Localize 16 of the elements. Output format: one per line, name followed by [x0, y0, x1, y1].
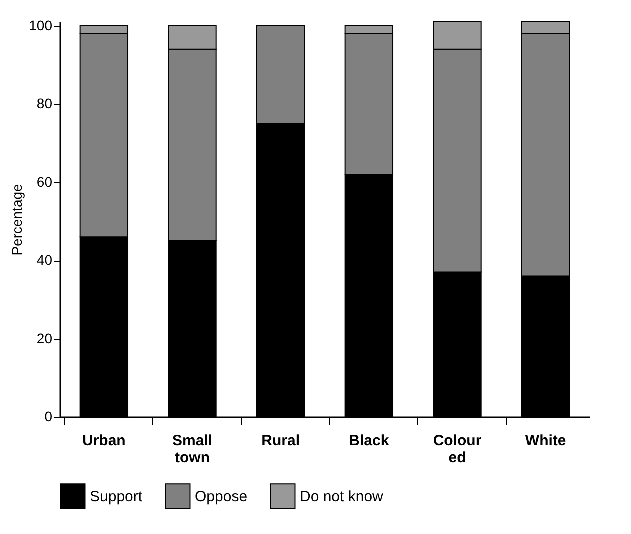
legend-label: Support	[90, 488, 144, 506]
y-tick-label: 0	[44, 408, 53, 424]
legend-label: Oppose	[195, 488, 248, 506]
x-tick-label: Colour ed	[433, 432, 482, 466]
legend-label: Do not know	[300, 488, 384, 506]
y-tick-label: 20	[36, 330, 53, 346]
y-tick-label: 80	[36, 96, 53, 112]
y-tick-label: 60	[36, 174, 53, 190]
x-tick-label: Black	[349, 432, 390, 450]
x-tick-label: White	[525, 432, 566, 450]
y-axis-title: Percentage	[9, 184, 26, 256]
y-tick-label: 40	[36, 252, 53, 268]
x-tick-label: Small town	[172, 432, 213, 466]
x-tick-label: Urban	[82, 432, 126, 450]
x-tick-label: Rural	[262, 432, 300, 450]
y-tick-label: 100	[29, 17, 53, 34]
